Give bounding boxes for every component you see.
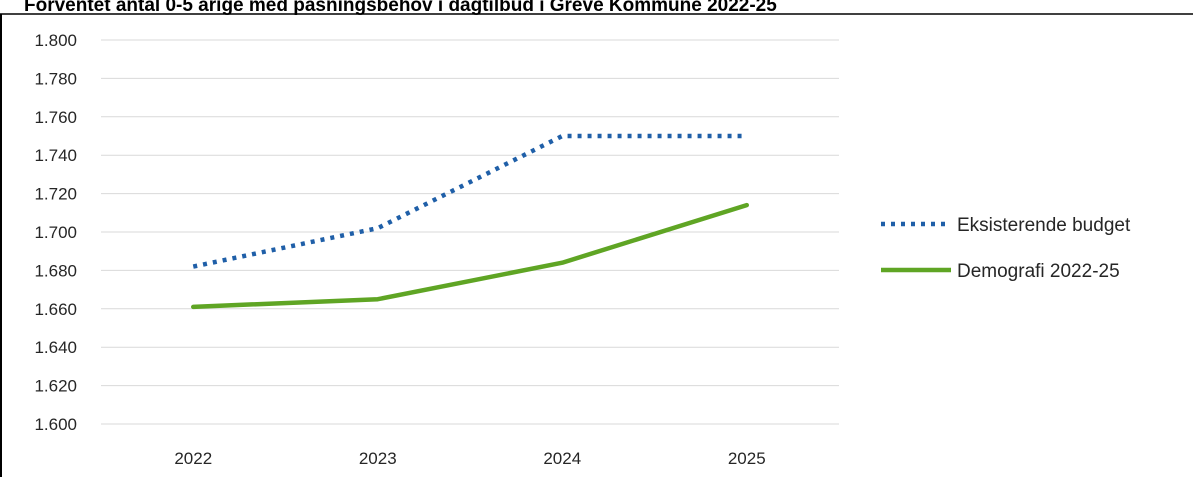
y-axis-tick-labels: 1.600 1.620 1.640 1.660 1.680 1.700 1.720 1.740… bbox=[34, 31, 77, 434]
y-tick-label: 1.620 bbox=[34, 377, 77, 396]
legend: Eksisterende budget Demografi 2022-25 bbox=[881, 215, 1131, 282]
y-tick-label: 1.680 bbox=[34, 261, 77, 280]
x-axis-tick-labels: 2022 2023 2024 2025 bbox=[174, 449, 765, 468]
x-tick-label: 2023 bbox=[359, 449, 397, 468]
series-line-demografi bbox=[191, 202, 749, 310]
series-lines bbox=[191, 133, 749, 310]
y-tick-label: 1.800 bbox=[34, 31, 77, 50]
x-tick-label: 2025 bbox=[728, 449, 766, 468]
y-tick-label: 1.700 bbox=[34, 223, 77, 242]
y-tick-label: 1.600 bbox=[34, 415, 77, 434]
y-tick-label: 1.780 bbox=[34, 69, 77, 88]
y-tick-label: 1.760 bbox=[34, 108, 77, 127]
legend-label: Eksisterende budget bbox=[957, 215, 1131, 236]
y-tick-label: 1.720 bbox=[34, 185, 77, 204]
y-tick-label: 1.740 bbox=[34, 146, 77, 165]
series-line-eksisterende-budget bbox=[192, 133, 747, 269]
legend-label: Demografi 2022-25 bbox=[957, 261, 1120, 282]
chart-title: Forventet antal 0-5 årige med pasningsbe… bbox=[24, 0, 777, 16]
y-tick-label: 1.640 bbox=[34, 338, 77, 357]
x-tick-label: 2022 bbox=[174, 449, 212, 468]
gridlines bbox=[101, 39, 839, 425]
x-tick-label: 2024 bbox=[543, 449, 581, 468]
y-tick-label: 1.660 bbox=[34, 300, 77, 319]
